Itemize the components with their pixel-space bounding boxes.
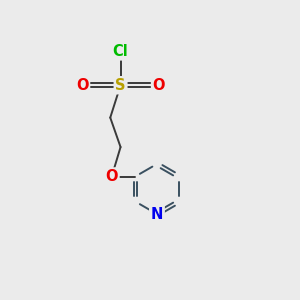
Text: O: O: [76, 78, 88, 93]
Text: Cl: Cl: [113, 44, 128, 59]
Text: O: O: [106, 169, 118, 184]
Text: N: N: [151, 206, 163, 221]
Text: S: S: [115, 78, 126, 93]
Text: O: O: [153, 78, 165, 93]
